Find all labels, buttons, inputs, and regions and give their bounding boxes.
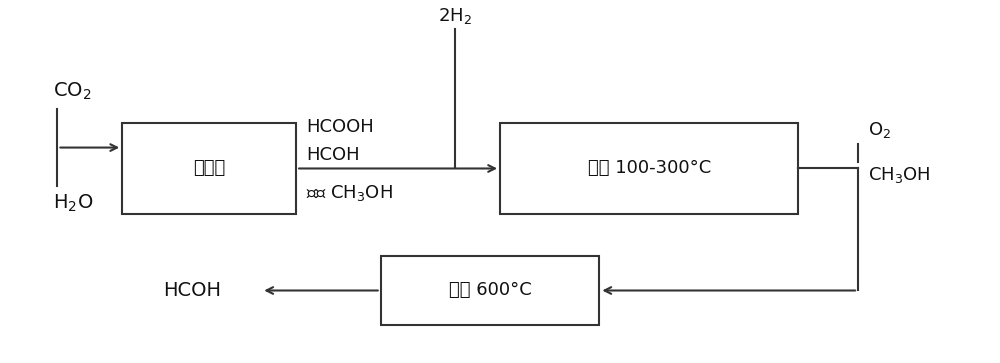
Text: 氧化 600°C: 氧化 600°C: [449, 281, 531, 299]
Bar: [122, 123, 296, 214]
Text: 2H$_2$: 2H$_2$: [438, 5, 472, 25]
Text: CO$_2$: CO$_2$: [53, 81, 91, 102]
Bar: [381, 256, 599, 325]
Text: O$_2$: O$_2$: [868, 120, 891, 140]
Text: CH$_3$OH: CH$_3$OH: [868, 166, 931, 185]
Text: 痕量 CH$_3$OH: 痕量 CH$_3$OH: [306, 183, 393, 203]
Text: 氢化 100-300°C: 氢化 100-300°C: [588, 159, 711, 178]
Bar: [500, 123, 798, 214]
Text: H$_2$O: H$_2$O: [53, 193, 93, 214]
Text: HCOH: HCOH: [164, 281, 222, 300]
Text: HCOH: HCOH: [306, 146, 360, 164]
Text: HCOOH: HCOOH: [306, 118, 374, 136]
Text: 电解剂: 电解剂: [193, 159, 225, 178]
